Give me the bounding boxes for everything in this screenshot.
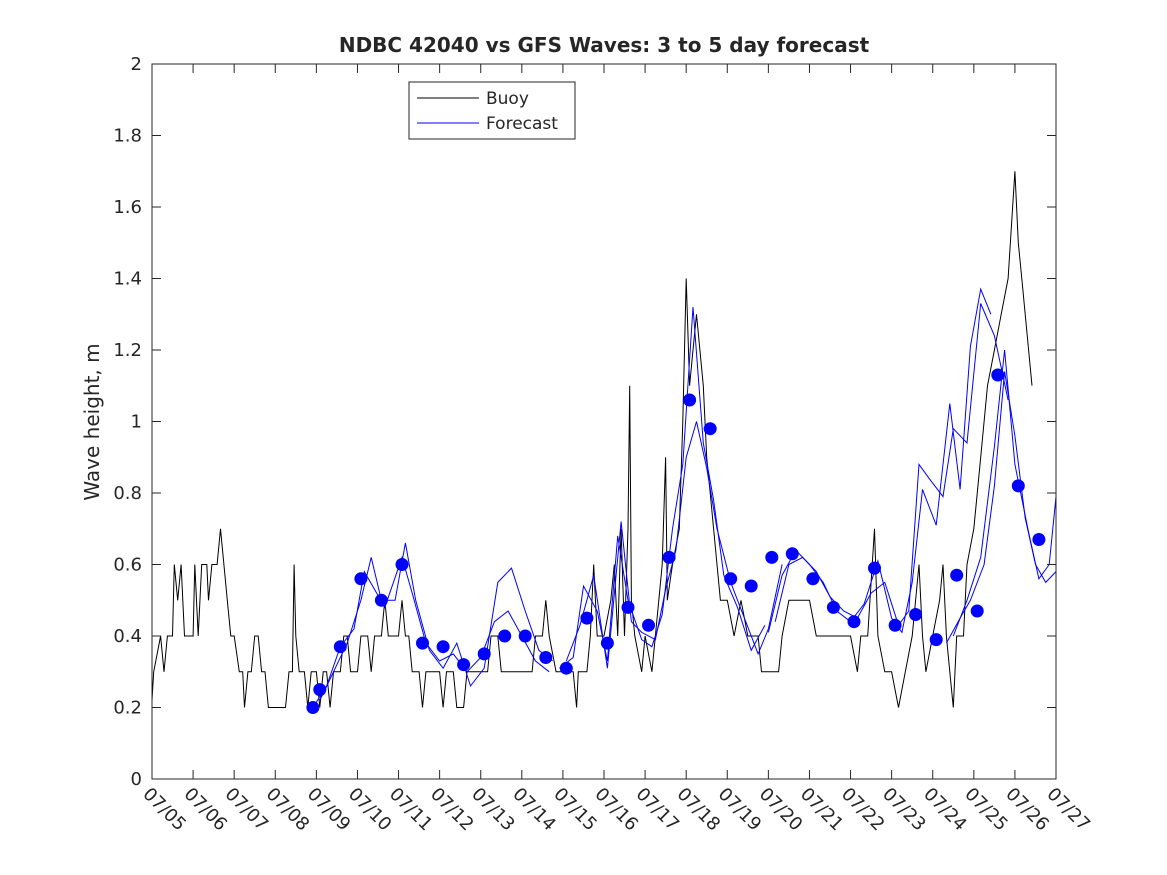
legend-label-forecast: Forecast <box>486 114 558 134</box>
x-tick-label: 07/23 <box>878 784 930 836</box>
x-tick-label: 07/12 <box>426 784 478 836</box>
x-tick-label: 07/10 <box>344 784 396 836</box>
forecast-marker <box>539 651 553 664</box>
x-tick-label: 07/19 <box>714 784 766 836</box>
x-tick-label: 07/06 <box>180 784 232 836</box>
forecast-marker <box>580 611 594 625</box>
y-tick-label: 0.6 <box>113 555 142 576</box>
forecast-marker <box>683 393 697 407</box>
x-tick-label: 07/26 <box>1001 784 1053 836</box>
forecast-marker <box>970 604 984 618</box>
forecast-marker <box>518 629 532 643</box>
forecast-marker <box>888 618 902 632</box>
forecast-marker <box>457 658 471 672</box>
x-tick-label: 07/24 <box>919 784 971 836</box>
forecast-marker <box>724 572 738 586</box>
forecast-marker <box>929 633 943 647</box>
forecast-marker <box>416 636 429 650</box>
forecast-marker <box>642 618 655 632</box>
plot-axes: 00.20.40.60.811.21.41.61.8207/0507/0607/… <box>113 54 1094 835</box>
y-tick-label: 1.6 <box>113 197 142 218</box>
x-tick-label: 07/20 <box>755 784 807 836</box>
forecast-marker <box>600 636 614 650</box>
forecast-marker <box>333 640 347 654</box>
x-tick-label: 07/16 <box>590 784 642 836</box>
legend-box <box>408 81 576 140</box>
y-tick-label: 1.2 <box>113 340 142 361</box>
y-tick-label: 1 <box>131 412 142 433</box>
y-axis-label: Wave height, m <box>80 343 104 500</box>
y-tick-label: 1.8 <box>113 126 142 147</box>
y-tick-label: 0.4 <box>113 626 142 647</box>
forecast-marker <box>1032 533 1046 546</box>
forecast-marker <box>868 561 881 575</box>
forecast-run-line-1 <box>312 555 550 708</box>
forecast-marker <box>950 568 964 582</box>
forecast-marker <box>354 572 368 586</box>
plot-area-frame <box>151 63 1057 780</box>
x-tick-label: 07/14 <box>508 784 560 836</box>
x-tick-label: 07/21 <box>796 784 848 836</box>
forecast-run-line-4 <box>565 421 783 669</box>
y-tick-label: 2 <box>131 54 142 75</box>
plot-series <box>151 171 1057 714</box>
forecast-marker <box>765 550 779 564</box>
x-tick-label: 07/09 <box>303 784 355 836</box>
forecast-marker <box>436 640 450 654</box>
y-tick-label: 0.2 <box>113 698 142 719</box>
forecast-run-line-3 <box>559 307 766 669</box>
y-tick-label: 1.4 <box>113 269 142 290</box>
forecast-run-line-2 <box>319 542 553 701</box>
forecast-marker <box>498 629 512 643</box>
forecast-run-line-8 <box>952 349 1057 637</box>
y-tick-label: 0.8 <box>113 483 142 504</box>
x-tick-label: 07/13 <box>467 784 519 836</box>
forecast-marker <box>785 547 799 561</box>
forecast-marker <box>313 683 327 697</box>
forecast-marker <box>744 579 758 593</box>
forecast-run-line-7 <box>945 371 1057 644</box>
x-tick-label: 07/08 <box>262 784 314 836</box>
forecast-marker <box>374 593 388 607</box>
chart-title: NDBC 42040 vs GFS Waves: 3 to 5 day fore… <box>339 33 870 57</box>
forecast-marker <box>1011 479 1025 493</box>
x-tick-label: 07/22 <box>837 784 889 836</box>
legend: Buoy Forecast <box>408 81 576 140</box>
forecast-marker <box>826 600 840 614</box>
forecast-marker <box>909 608 923 621</box>
x-tick-label: 07/15 <box>549 784 601 836</box>
x-tick-label: 07/05 <box>138 784 190 836</box>
x-tick-label: 07/11 <box>385 784 437 836</box>
forecast-marker <box>847 615 861 629</box>
y-tick-label: 0 <box>131 769 142 790</box>
legend-label-buoy: Buoy <box>486 89 529 109</box>
forecast-marker <box>559 661 573 675</box>
forecast-marker <box>991 368 1005 382</box>
forecast-marker <box>306 701 320 714</box>
x-tick-label: 07/07 <box>221 784 273 836</box>
forecast-marker <box>395 558 409 571</box>
x-tick-label: 07/18 <box>673 784 725 836</box>
forecast-marker <box>621 600 635 614</box>
forecast-marker <box>703 422 717 436</box>
forecast-marker <box>662 550 676 564</box>
forecast-marker <box>477 647 491 661</box>
x-tick-label: 07/17 <box>632 784 684 836</box>
x-tick-label: 07/27 <box>1042 784 1094 836</box>
forecast-marker <box>806 572 820 586</box>
x-tick-label: 07/25 <box>960 784 1012 836</box>
